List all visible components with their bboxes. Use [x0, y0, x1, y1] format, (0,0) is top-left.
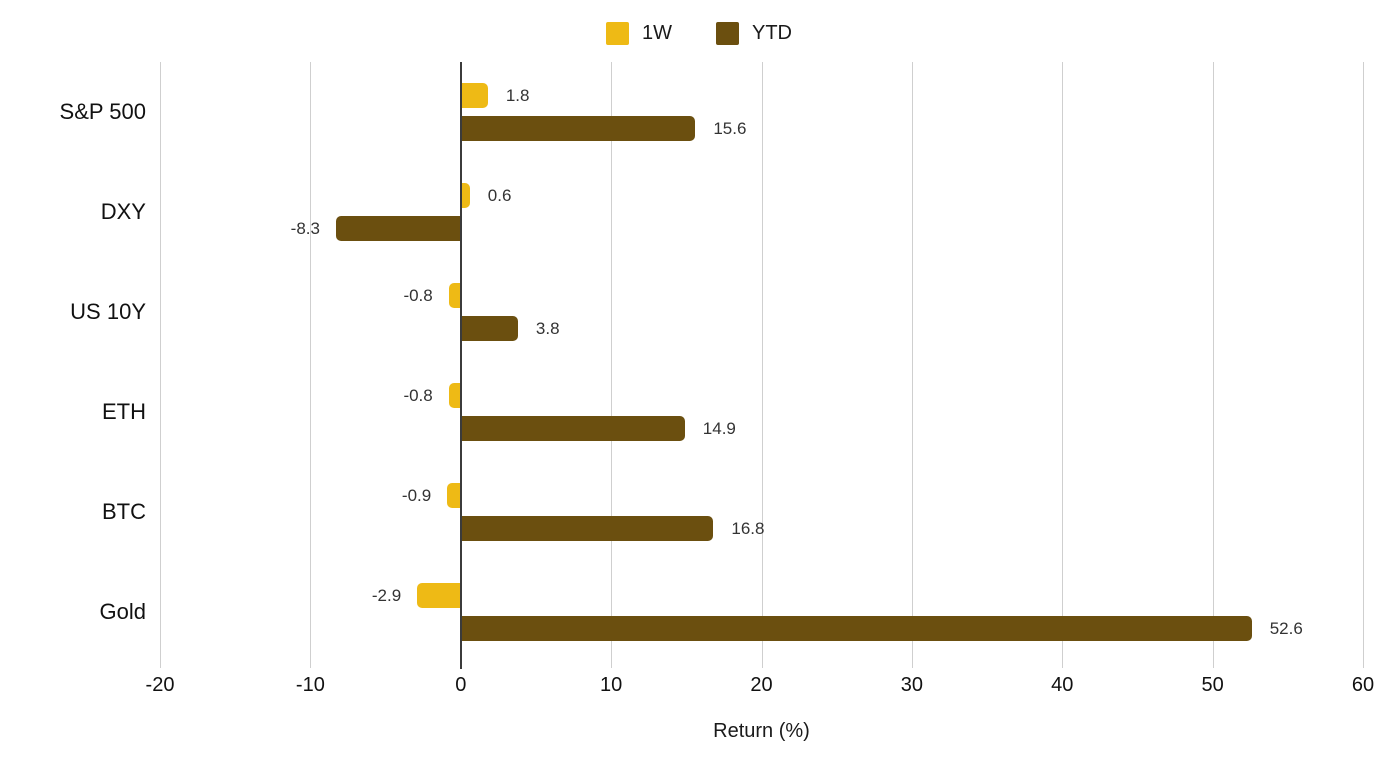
gridline — [611, 62, 613, 668]
value-label-ytd-dxy: -8.3 — [290, 219, 320, 238]
category-label-btc: BTC — [102, 499, 146, 524]
gridline — [310, 62, 312, 668]
x-tick-label: 40 — [1051, 674, 1074, 696]
value-label-ytd-us-10y: 3.8 — [535, 319, 560, 338]
value-label-ytd-gold: 52.6 — [1269, 619, 1303, 638]
gridline — [761, 62, 763, 668]
category-label-us-10y: US 10Y — [70, 299, 146, 324]
bar-1w-us-10y — [448, 283, 461, 308]
bar-ytd-gold — [460, 616, 1252, 641]
bar-1w-btc — [447, 483, 461, 508]
zero-axis-line — [459, 62, 462, 669]
value-label-1w-s-p-500: 1.8 — [505, 86, 530, 105]
legend-item-1w: 1W — [606, 22, 672, 45]
value-label-1w-gold: -2.9 — [371, 586, 402, 605]
x-tick-label: 50 — [1201, 674, 1224, 696]
value-label-ytd-s-p-500: 15.6 — [713, 119, 747, 138]
bar-ytd-btc — [460, 516, 714, 541]
value-label-ytd-eth: 14.9 — [702, 419, 736, 438]
x-tick-label: 0 — [455, 674, 467, 696]
x-tick-label: 20 — [750, 674, 773, 696]
x-axis-title: Return (%) — [713, 720, 810, 742]
bar-ytd-dxy — [335, 216, 461, 241]
bar-1w-gold — [417, 583, 461, 608]
category-label-gold: Gold — [99, 599, 146, 624]
gridline — [1062, 62, 1064, 668]
legend-label-1w: 1W — [642, 22, 672, 44]
gridline — [911, 62, 913, 668]
gridline — [160, 62, 161, 668]
x-tick-label: 30 — [900, 674, 923, 696]
gridline — [1363, 62, 1364, 668]
x-tick-label: 60 — [1351, 674, 1375, 696]
x-tick-label: -10 — [295, 674, 325, 696]
value-label-1w-btc: -0.9 — [401, 486, 432, 505]
bar-ytd-us-10y — [460, 316, 518, 341]
bar-1w-s-p-500 — [460, 83, 488, 108]
legend-swatch-ytd — [716, 22, 739, 45]
value-label-1w-dxy: 0.6 — [487, 186, 512, 205]
bar-1w-dxy — [460, 183, 470, 208]
x-tick-label: -20 — [145, 674, 175, 696]
legend-swatch-1w — [606, 22, 629, 45]
bar-1w-eth — [448, 383, 461, 408]
category-label-dxy: DXY — [100, 199, 146, 224]
gridline — [1212, 62, 1214, 668]
category-label-eth: ETH — [102, 399, 146, 424]
legend-item-ytd: YTD — [716, 22, 792, 45]
value-label-ytd-btc: 16.8 — [731, 519, 765, 538]
value-label-1w-eth: -0.8 — [403, 386, 433, 405]
legend-label-ytd: YTD — [752, 22, 792, 44]
plot-area: 1.8 15.6 0.6 -8.3 -0.8 3.8 -0.8 14.9 -0.9 16.8 -2.… — [160, 62, 1364, 669]
bar-ytd-eth — [460, 416, 685, 441]
value-label-1w-us-10y: -0.8 — [403, 286, 433, 305]
bar-ytd-s-p-500 — [460, 116, 696, 141]
category-label-s-p-500: S&P 500 — [59, 99, 146, 124]
x-tick-label: 10 — [600, 674, 623, 696]
chart-legend: 1W YTD — [0, 22, 1398, 45]
